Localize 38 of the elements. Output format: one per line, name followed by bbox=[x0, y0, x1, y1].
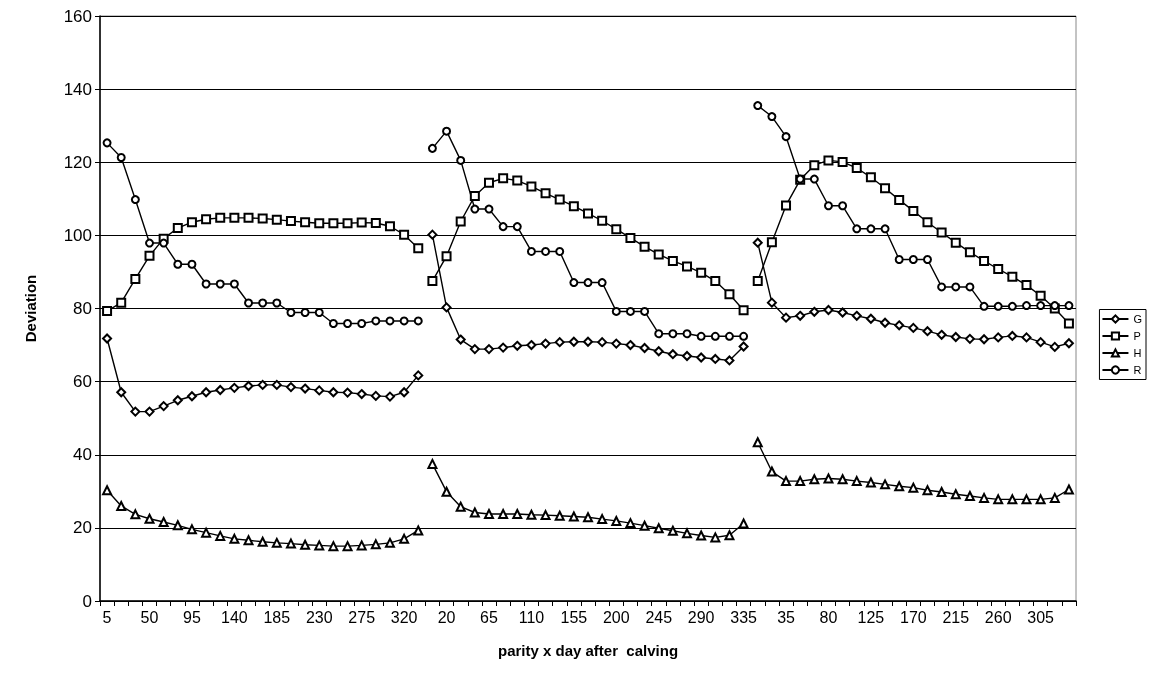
y-tick-label: 160 bbox=[63, 6, 92, 26]
x-tick-label: 65 bbox=[480, 608, 498, 626]
legend-label: R bbox=[1133, 364, 1142, 376]
legend-label: H bbox=[1133, 347, 1142, 359]
x-tick-label: 305 bbox=[1027, 608, 1055, 626]
x-tick-label: 5 bbox=[102, 608, 112, 626]
x-tick-label: 110 bbox=[518, 608, 545, 626]
x-tick-label: 155 bbox=[560, 608, 588, 626]
y-tick-label: 140 bbox=[63, 79, 92, 99]
legend-label: G bbox=[1133, 313, 1143, 325]
y-tick-label: 120 bbox=[63, 152, 92, 172]
x-tick-label: 200 bbox=[602, 608, 630, 626]
x-tick-label: 335 bbox=[730, 608, 758, 626]
x-tick-label: 275 bbox=[348, 608, 376, 626]
x-axis-title: parity x day after calving bbox=[497, 642, 679, 659]
y-axis-title: Deviation bbox=[22, 274, 39, 343]
x-tick-label: 260 bbox=[984, 608, 1012, 626]
x-tick-label: 140 bbox=[221, 608, 248, 626]
x-tick-label: 80 bbox=[819, 608, 838, 626]
x-tick-label: 95 bbox=[183, 608, 201, 626]
legend-label: P bbox=[1133, 330, 1141, 342]
x-tick-label: 20 bbox=[437, 608, 456, 626]
y-tick-label: 100 bbox=[63, 225, 92, 245]
x-tick-label: 230 bbox=[305, 608, 333, 626]
y-tick-label: 80 bbox=[73, 299, 92, 318]
x-tick-label: 245 bbox=[645, 608, 673, 626]
y-tick-label: 20 bbox=[73, 518, 92, 538]
x-tick-label: 125 bbox=[857, 608, 885, 626]
x-tick-label: 320 bbox=[390, 608, 418, 626]
x-tick-label: 185 bbox=[263, 608, 291, 626]
x-tick-label: 290 bbox=[687, 608, 715, 626]
y-tick-label: 60 bbox=[73, 372, 92, 392]
y-tick-label: 40 bbox=[73, 445, 92, 465]
x-tick-label: 50 bbox=[140, 608, 159, 626]
y-tick-label: 0 bbox=[82, 591, 92, 611]
x-tick-label: 215 bbox=[942, 608, 970, 626]
x-tick-label: 35 bbox=[777, 608, 796, 626]
x-tick-label: 170 bbox=[899, 608, 927, 626]
